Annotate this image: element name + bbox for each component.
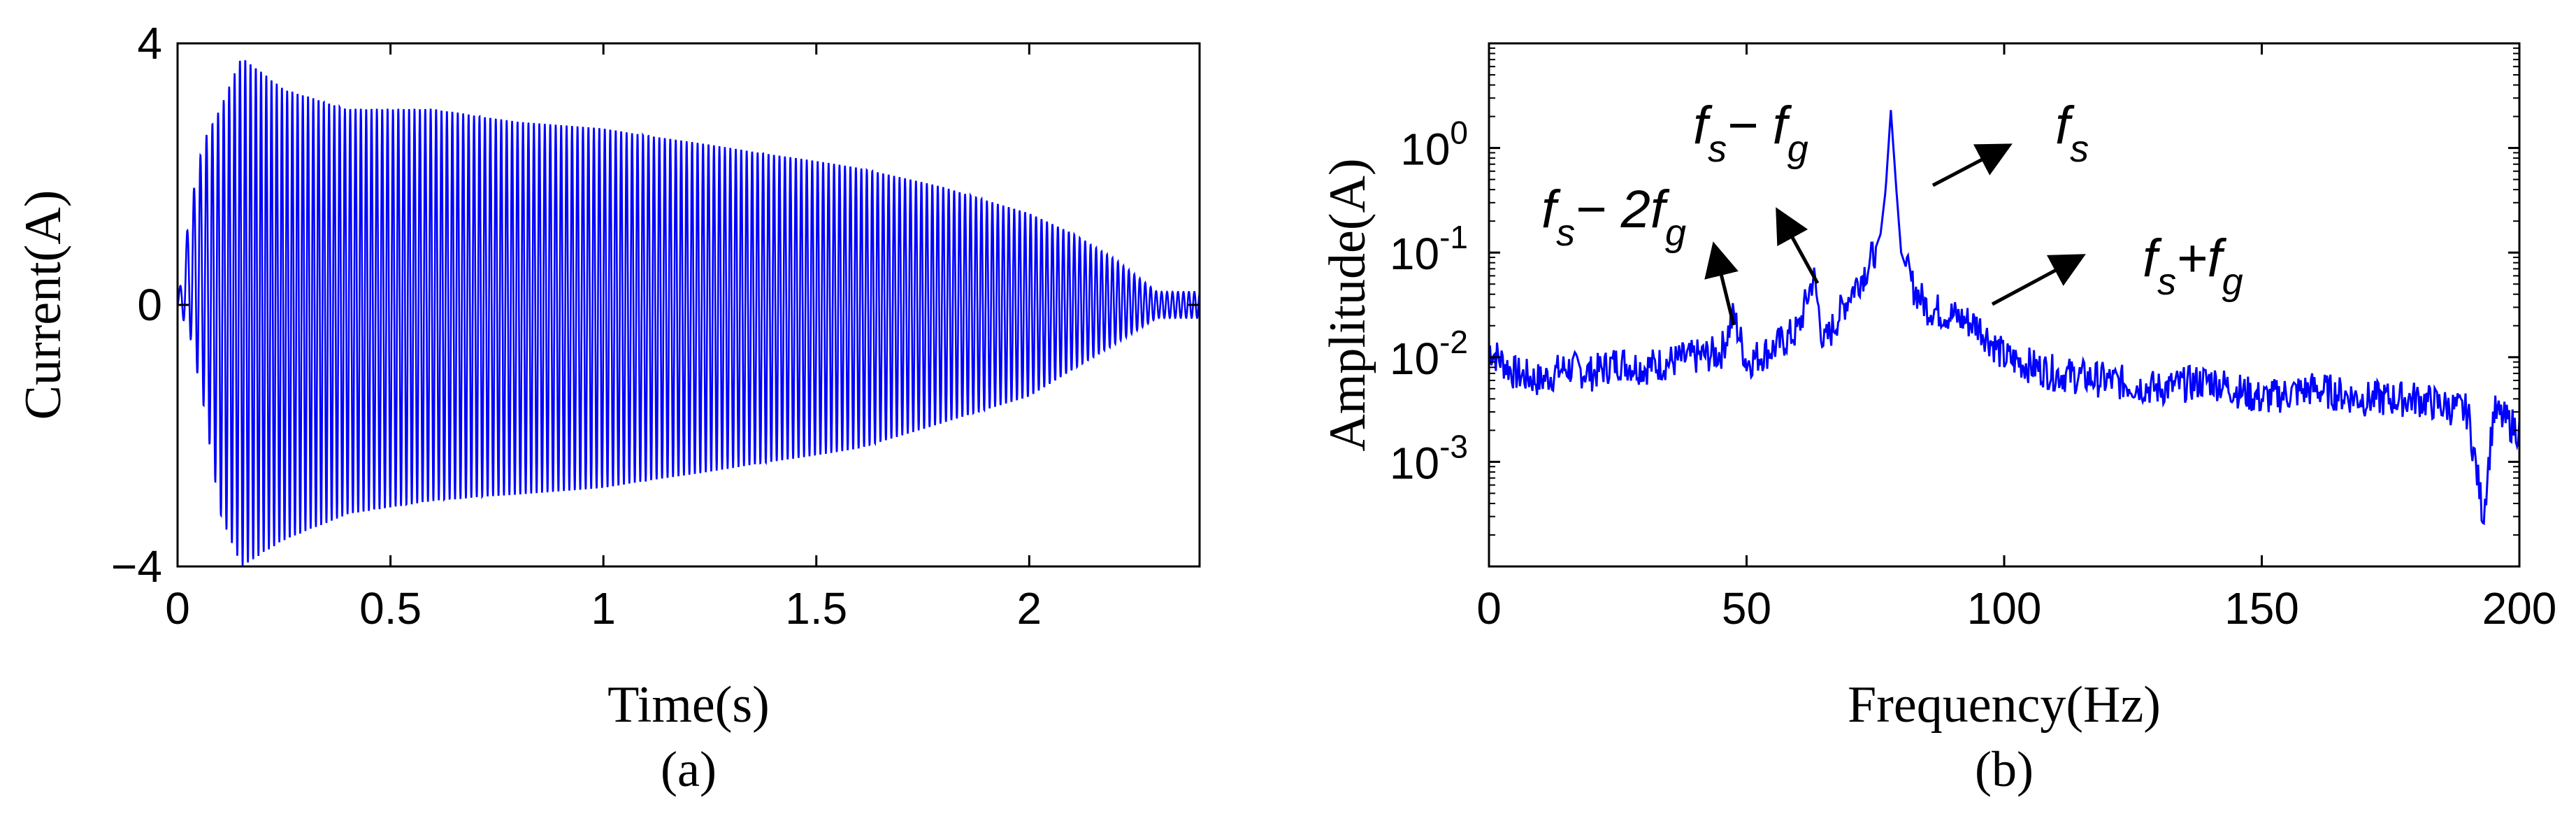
annotation-label: fs+fg xyxy=(2143,229,2243,303)
chart-b-y-label: Amplitude(A) xyxy=(1319,158,1376,451)
chart-b-panel-label: (b) xyxy=(1975,741,2034,797)
annotation-arrow xyxy=(1991,254,2086,306)
chart-a-current-line xyxy=(178,59,1200,566)
chart-b-y-tick-label: 100 xyxy=(1400,115,1468,175)
chart-a-x-tick-label: 1.5 xyxy=(785,583,847,634)
chart-b-x-label: Frequency(Hz) xyxy=(1848,676,2161,734)
chart-a-x-tick-label: 2 xyxy=(1017,583,1042,634)
chart-a-y-ticks: −4 0 4 xyxy=(111,18,1200,592)
chart-a-x-tick-label: 1 xyxy=(591,583,616,634)
chart-b-frame xyxy=(1488,42,2521,568)
chart-b-x-ticks: 0 50 100 150 200 xyxy=(1476,43,2556,634)
annotation-arrow xyxy=(1931,143,2013,187)
chart-b-y-tick-label: 10-2 xyxy=(1390,324,1468,384)
chart-b-series xyxy=(1489,110,2519,525)
chart-b-y-tick-label: 10-3 xyxy=(1390,428,1468,488)
chart-b-x-tick-label: 100 xyxy=(1967,583,2042,634)
annotation-label: fs xyxy=(2055,96,2089,170)
chart-b-x-tick-label: 200 xyxy=(2482,583,2557,634)
chart-b-spectrum-line xyxy=(1489,110,2519,525)
chart-a: 0 0.5 1 1.5 2 −404 Time(s) Current(A) (a) xyxy=(15,18,1201,797)
chart-b: 0 50 100 150 200 10-3 10-2 10-1 100 fs− 2fgfs− … xyxy=(1319,42,2556,797)
chart-a-panel-label: (a) xyxy=(661,741,717,797)
chart-b-x-tick-label: 150 xyxy=(2224,583,2299,634)
chart-b-y-ticks: 10-3 10-2 10-1 100 xyxy=(1390,47,2519,536)
annotation-label: fs− 2fg xyxy=(1541,180,1686,254)
chart-a-x-tick-label: 0 xyxy=(165,583,190,634)
annotation-label: fs− fg xyxy=(1693,96,1808,170)
chart-b-x-tick-label: 50 xyxy=(1722,583,1771,634)
chart-a-y-label: Current(A) xyxy=(15,190,72,420)
chart-a-series xyxy=(178,59,1200,566)
annotation-arrow xyxy=(1776,207,1820,285)
chart-a-y-tick-label: 0 xyxy=(137,280,162,330)
annotation-arrow xyxy=(1704,241,1739,326)
chart-a-y-tick-label: 4 xyxy=(137,18,162,69)
chart-a-x-tick-label: 0.5 xyxy=(359,583,422,634)
chart-a-y-tick-label: −4 xyxy=(111,541,162,592)
chart-b-x-tick-label: 0 xyxy=(1476,583,1502,634)
chart-b-y-tick-label: 10-1 xyxy=(1390,219,1468,279)
chart-a-x-label: Time(s) xyxy=(607,676,770,734)
chart-a-x-ticks: 0 0.5 1 1.5 2 xyxy=(165,43,1042,634)
